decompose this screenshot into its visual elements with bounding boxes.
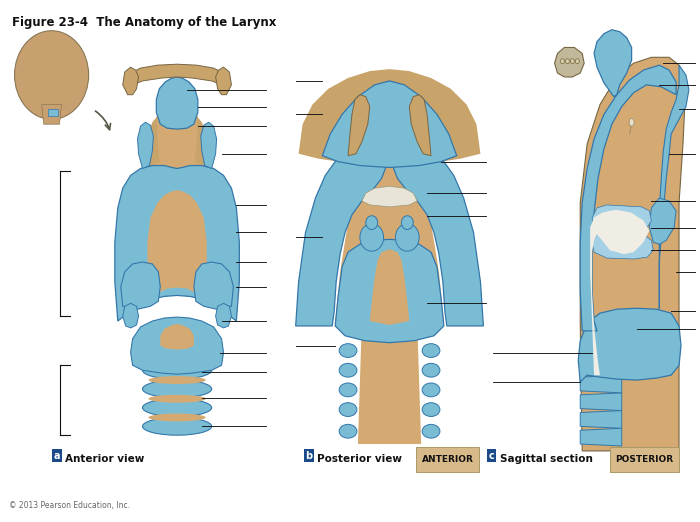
Polygon shape <box>131 64 223 85</box>
Polygon shape <box>578 308 681 382</box>
Polygon shape <box>48 110 57 116</box>
Polygon shape <box>362 186 417 207</box>
Polygon shape <box>580 411 622 428</box>
Ellipse shape <box>575 59 579 64</box>
Polygon shape <box>158 97 197 169</box>
Polygon shape <box>322 81 456 168</box>
Polygon shape <box>590 210 650 375</box>
Polygon shape <box>216 67 232 94</box>
Polygon shape <box>144 102 210 169</box>
Text: Posterior view: Posterior view <box>317 454 402 464</box>
Polygon shape <box>659 65 689 309</box>
Polygon shape <box>131 317 223 374</box>
Polygon shape <box>650 198 676 244</box>
Polygon shape <box>580 375 622 393</box>
Ellipse shape <box>143 418 211 435</box>
Text: b: b <box>305 451 313 461</box>
Polygon shape <box>115 165 239 321</box>
Polygon shape <box>138 122 153 169</box>
Polygon shape <box>295 150 389 326</box>
Polygon shape <box>370 249 410 325</box>
Polygon shape <box>580 57 686 451</box>
Polygon shape <box>42 104 62 124</box>
Ellipse shape <box>629 118 634 126</box>
Polygon shape <box>580 65 676 331</box>
Ellipse shape <box>422 424 440 438</box>
Text: ANTERIOR: ANTERIOR <box>421 455 473 464</box>
Ellipse shape <box>15 31 89 120</box>
Polygon shape <box>335 158 444 321</box>
Polygon shape <box>121 262 160 309</box>
Ellipse shape <box>422 343 440 358</box>
Ellipse shape <box>339 424 357 438</box>
Polygon shape <box>150 80 204 203</box>
Polygon shape <box>554 48 584 77</box>
Polygon shape <box>194 262 233 309</box>
Polygon shape <box>156 77 198 129</box>
Polygon shape <box>122 67 139 94</box>
Ellipse shape <box>148 413 206 421</box>
Polygon shape <box>216 303 232 328</box>
Polygon shape <box>160 324 194 350</box>
Ellipse shape <box>148 395 206 402</box>
Polygon shape <box>148 190 206 301</box>
Ellipse shape <box>339 402 357 417</box>
Ellipse shape <box>561 59 564 64</box>
Polygon shape <box>122 303 139 328</box>
Ellipse shape <box>570 59 574 64</box>
Polygon shape <box>592 205 652 231</box>
Polygon shape <box>594 30 631 97</box>
Polygon shape <box>580 393 622 411</box>
Ellipse shape <box>143 380 211 398</box>
Text: c: c <box>489 451 494 461</box>
Ellipse shape <box>339 343 357 358</box>
Ellipse shape <box>360 223 384 251</box>
Text: Sagittal section: Sagittal section <box>500 454 593 464</box>
Ellipse shape <box>143 361 211 379</box>
Ellipse shape <box>422 363 440 377</box>
Ellipse shape <box>422 402 440 417</box>
Ellipse shape <box>366 216 378 230</box>
Polygon shape <box>389 150 484 326</box>
Ellipse shape <box>148 376 206 384</box>
Polygon shape <box>592 232 653 259</box>
Text: Figure 23-4  The Anatomy of the Larynx: Figure 23-4 The Anatomy of the Larynx <box>12 16 276 29</box>
Ellipse shape <box>395 223 419 251</box>
Polygon shape <box>201 122 216 169</box>
Ellipse shape <box>422 383 440 397</box>
Polygon shape <box>410 94 431 156</box>
Polygon shape <box>358 321 421 444</box>
Text: © 2013 Pearson Education, Inc.: © 2013 Pearson Education, Inc. <box>9 501 130 510</box>
Text: a: a <box>54 451 60 461</box>
Ellipse shape <box>566 59 569 64</box>
Polygon shape <box>580 428 622 446</box>
Polygon shape <box>348 94 370 156</box>
Ellipse shape <box>339 363 357 377</box>
Text: POSTERIOR: POSTERIOR <box>615 455 673 464</box>
Ellipse shape <box>339 383 357 397</box>
Ellipse shape <box>401 216 413 230</box>
FancyBboxPatch shape <box>416 447 479 471</box>
Ellipse shape <box>143 399 211 417</box>
Polygon shape <box>335 240 444 342</box>
FancyBboxPatch shape <box>610 447 679 471</box>
Polygon shape <box>299 69 480 165</box>
Text: Anterior view: Anterior view <box>65 454 145 464</box>
